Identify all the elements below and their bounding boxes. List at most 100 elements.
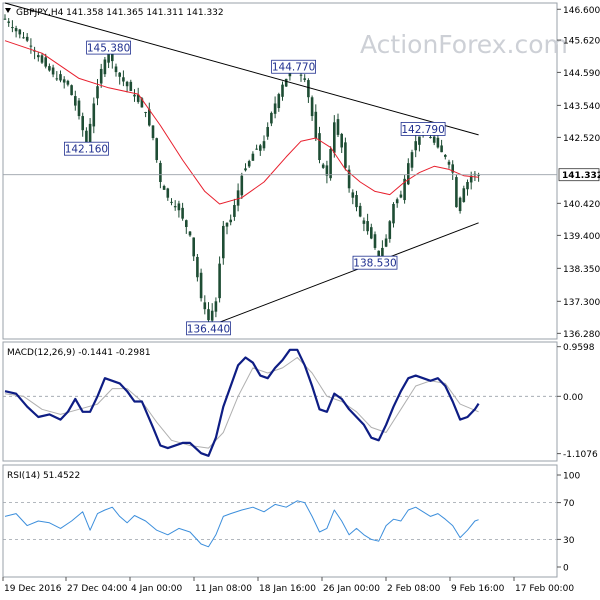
candle-body bbox=[281, 84, 284, 97]
candle-body bbox=[299, 74, 303, 76]
candle-body bbox=[403, 178, 406, 201]
candle-body bbox=[181, 207, 184, 219]
candle-body bbox=[351, 192, 355, 198]
candle-body bbox=[366, 221, 369, 232]
x-tick-label: 18 Jan 16:00 bbox=[259, 584, 316, 594]
candle-body bbox=[207, 309, 210, 321]
macd-title: MACD(12,26,9) -0.1441 -0.2981 bbox=[7, 348, 151, 358]
candle-body bbox=[321, 164, 325, 168]
candle-body bbox=[451, 164, 454, 173]
candle-body bbox=[196, 256, 199, 278]
candle-body bbox=[99, 68, 103, 84]
candle-body bbox=[96, 86, 99, 99]
candle-body bbox=[129, 81, 133, 91]
candle-body bbox=[307, 80, 310, 98]
candle-body bbox=[155, 138, 158, 161]
y-tick-label: 30 bbox=[563, 536, 575, 546]
y-tick-label: 0 bbox=[563, 564, 569, 574]
y-tick-label: 138.350 bbox=[563, 265, 600, 275]
candle-body bbox=[270, 112, 273, 124]
candle-body bbox=[310, 97, 314, 117]
candle-body bbox=[358, 205, 362, 217]
candle-body bbox=[233, 205, 236, 217]
candle-body bbox=[77, 100, 81, 117]
rsi-title: RSI(14) 51.4522 bbox=[7, 471, 80, 481]
candle-body bbox=[458, 197, 462, 212]
y-tick-label: 142.520 bbox=[563, 134, 600, 144]
candle-body bbox=[173, 206, 177, 208]
price-label-text: 145.380 bbox=[87, 43, 130, 55]
rsi-series bbox=[4, 500, 479, 548]
x-tick-label: 26 Jan 00:00 bbox=[323, 584, 380, 594]
y-tick-label: 137.300 bbox=[563, 298, 600, 308]
candle-body bbox=[440, 145, 443, 153]
candle-body bbox=[136, 94, 140, 102]
candle-body bbox=[48, 66, 51, 71]
candle-body bbox=[37, 55, 40, 58]
macd-lines bbox=[4, 348, 480, 457]
candle-body bbox=[151, 125, 155, 139]
candle-body bbox=[203, 302, 207, 310]
price-label-text: 136.440 bbox=[187, 323, 230, 335]
x-tick-label: 11 Jan 08:00 bbox=[195, 584, 252, 594]
candle-body bbox=[273, 103, 277, 114]
candle-body bbox=[185, 220, 188, 227]
candle-body bbox=[333, 122, 336, 153]
svg-text:141.332: 141.332 bbox=[562, 171, 600, 181]
candle-body bbox=[399, 194, 403, 198]
candle-body bbox=[262, 141, 266, 149]
candle-body bbox=[133, 94, 136, 97]
candle-body bbox=[370, 227, 373, 239]
candle-body bbox=[466, 181, 469, 190]
candle-body bbox=[414, 141, 417, 151]
candle-body bbox=[477, 174, 480, 176]
y-tick-label: 70 bbox=[563, 499, 575, 509]
candle-body bbox=[214, 301, 218, 312]
candle-body bbox=[336, 119, 340, 135]
price-label-box bbox=[271, 59, 317, 74]
price-label-text: 144.770 bbox=[272, 62, 315, 74]
candle-body bbox=[388, 221, 392, 239]
last-price-badge: 141.332 bbox=[558, 168, 600, 181]
y-tick-label: -1.1076 bbox=[563, 450, 598, 460]
candle-body bbox=[288, 73, 292, 77]
candle-body bbox=[14, 28, 18, 32]
candle-body bbox=[55, 78, 59, 80]
price-candles bbox=[3, 14, 480, 328]
candle-body bbox=[66, 80, 70, 85]
x-tick-label: 9 Feb 16:00 bbox=[451, 584, 505, 594]
candle-body bbox=[222, 225, 225, 259]
candle-body bbox=[148, 109, 151, 126]
candle-body bbox=[229, 219, 232, 223]
price-panel: GBPJPY,H4 141.358 141.365 141.311 141.33… bbox=[2, 2, 600, 340]
candle-body bbox=[125, 81, 129, 87]
y-tick-label: 146.600 bbox=[563, 6, 600, 16]
candle-body bbox=[392, 203, 395, 224]
macd-y-axis: 0.9598 0.00 -1.1076 bbox=[557, 343, 598, 460]
candle-body bbox=[407, 163, 410, 185]
y-tick-label: 0.00 bbox=[563, 393, 583, 403]
candle-body bbox=[88, 123, 92, 148]
candle-body bbox=[410, 152, 414, 168]
moving-average bbox=[4, 40, 479, 205]
candle-body bbox=[381, 247, 384, 260]
rsi-panel: RSI(14) 51.4522 100 70 30 0 bbox=[2, 464, 580, 578]
candle-body bbox=[259, 145, 262, 151]
signal-line bbox=[4, 357, 479, 449]
candle-body bbox=[192, 237, 195, 257]
candle-body bbox=[432, 136, 436, 143]
price-label-136-440: 136.440 bbox=[186, 321, 231, 335]
x-axis: 19 Dec 2016 27 Dec 04:00 4 Jan 00:00 11 Jan… bbox=[2, 577, 574, 594]
candle-body bbox=[314, 111, 318, 139]
candle-body bbox=[103, 59, 107, 75]
candle-body bbox=[373, 234, 377, 248]
x-tick-label: 17 Feb 00:00 bbox=[515, 584, 574, 594]
collapse-arrow-icon[interactable] bbox=[5, 8, 11, 13]
trendlines bbox=[4, 2, 479, 327]
candle-body bbox=[70, 85, 73, 96]
candle-body bbox=[429, 136, 432, 139]
candle-body bbox=[395, 199, 399, 204]
price-label-box bbox=[86, 40, 131, 55]
candle-body bbox=[59, 74, 62, 81]
